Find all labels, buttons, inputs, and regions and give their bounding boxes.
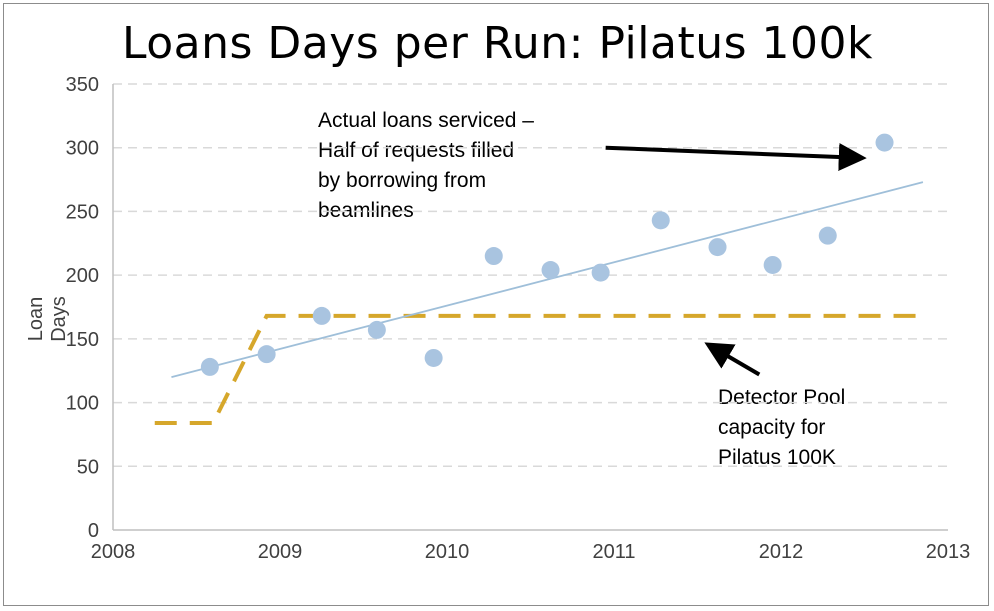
y-tick-label: 300 [66,138,99,160]
annotation-line: capacity for [718,416,826,439]
x-tick-label: 2011 [592,541,635,563]
data-point [257,345,276,364]
y-tick-label: 50 [77,456,99,478]
chart-frame [3,3,989,606]
x-tick-label: 2012 [759,541,804,563]
data-point [424,348,443,367]
annotation-line: by borrowing from [318,169,487,192]
y-tick-label: 0 [88,520,99,542]
annotation-line: beamlines [318,199,414,222]
data-point [367,320,386,339]
x-tick-label: 2013 [926,541,971,563]
data-point [312,306,331,325]
data-point [875,133,894,152]
chart-title: Loans Days per Run: Pilatus 100k [122,18,873,69]
capacity-line [154,313,923,425]
data-point [200,357,219,376]
data-point [763,255,782,274]
y-tick-label: 150 [66,329,99,351]
y-tick-label: 250 [66,201,99,223]
y-tick-label: 200 [66,265,99,287]
data-point [818,226,837,245]
data-point [708,238,727,257]
annotation-line: Actual loans serviced – [318,109,534,132]
x-tick-label: 2008 [91,541,136,563]
x-tick-label: 2010 [425,541,470,563]
annotation-line: Pilatus 100K [718,446,836,469]
annotation-line: Half of requests filled [318,139,515,162]
data-point [651,211,670,230]
y-tick-label: 350 [66,74,99,96]
y-tick-label: 100 [66,393,99,415]
data-point [484,247,503,266]
annotation-loans-serviced: Actual loans serviced – Half of requests… [318,106,534,226]
data-point [591,263,610,282]
data-point [541,261,560,280]
annotation-arrow-loans [605,143,867,172]
trend-line [171,181,924,378]
x-tick-label: 2009 [258,541,303,563]
annotation-arrow-capacity [704,342,761,377]
